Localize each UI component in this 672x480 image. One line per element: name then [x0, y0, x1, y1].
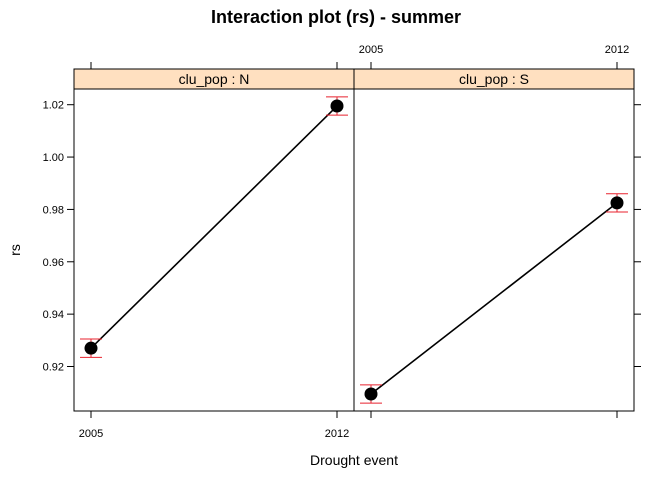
x-tick-label: 2005	[359, 44, 383, 56]
series-line	[90, 105, 338, 349]
data-point	[610, 196, 624, 210]
data-point	[330, 99, 344, 113]
x-tick-label: 2012	[325, 428, 349, 440]
y-tick-label: 0.94	[43, 309, 64, 321]
chart-title: Interaction plot (rs) - summer	[211, 7, 461, 27]
panel-frame	[73, 88, 355, 412]
x-axis-label: Drought event	[310, 452, 398, 468]
data-point	[364, 387, 378, 401]
data-point	[84, 341, 98, 355]
x-tick-label: 2012	[605, 44, 629, 56]
x-tick-label: 2005	[79, 428, 103, 440]
strip-label: clu_pop : N	[179, 71, 250, 87]
strip-label: clu_pop : S	[459, 71, 529, 87]
y-tick-label: 1.00	[43, 152, 64, 164]
y-tick-label: 0.92	[43, 361, 64, 373]
y-tick-label: 0.96	[43, 257, 64, 269]
y-tick-label: 0.98	[43, 204, 64, 216]
panel-frame	[353, 88, 635, 412]
y-axis-label: rs	[7, 244, 23, 256]
plot-area: clu_pop : N 2005 2012 clu_pop : S 2005 2012 0.…	[43, 44, 641, 440]
y-tick-label: 1.02	[43, 100, 64, 112]
series-line	[370, 202, 618, 395]
